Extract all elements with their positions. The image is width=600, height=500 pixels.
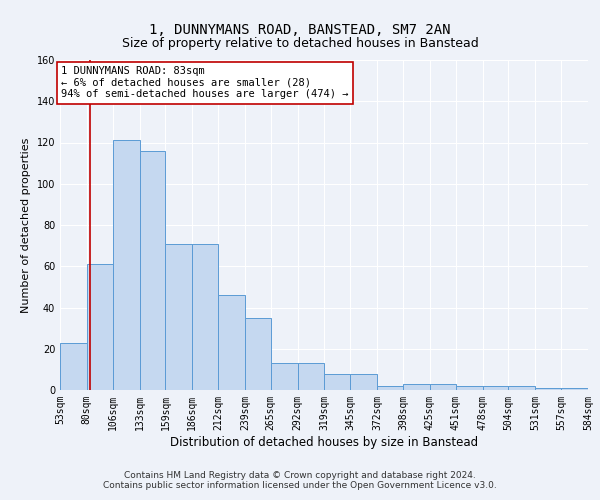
- Bar: [430, 384, 456, 390]
- Text: Contains HM Land Registry data © Crown copyright and database right 2024.
Contai: Contains HM Land Registry data © Crown c…: [103, 470, 497, 490]
- Bar: [166, 244, 192, 390]
- Y-axis label: Number of detached properties: Number of detached properties: [21, 138, 31, 312]
- Bar: [298, 363, 325, 390]
- Bar: [482, 386, 508, 390]
- Bar: [588, 386, 600, 390]
- X-axis label: Distribution of detached houses by size in Banstead: Distribution of detached houses by size …: [170, 436, 478, 448]
- Bar: [456, 386, 482, 390]
- Bar: [113, 140, 140, 390]
- Bar: [245, 318, 271, 390]
- Bar: [325, 374, 350, 390]
- Text: 1, DUNNYMANS ROAD, BANSTEAD, SM7 2AN: 1, DUNNYMANS ROAD, BANSTEAD, SM7 2AN: [149, 22, 451, 36]
- Bar: [60, 342, 87, 390]
- Bar: [508, 386, 535, 390]
- Bar: [350, 374, 377, 390]
- Bar: [218, 295, 245, 390]
- Bar: [535, 388, 561, 390]
- Text: 1 DUNNYMANS ROAD: 83sqm
← 6% of detached houses are smaller (28)
94% of semi-det: 1 DUNNYMANS ROAD: 83sqm ← 6% of detached…: [61, 66, 349, 100]
- Bar: [403, 384, 430, 390]
- Bar: [377, 386, 403, 390]
- Bar: [140, 151, 166, 390]
- Bar: [87, 264, 113, 390]
- Bar: [561, 388, 588, 390]
- Text: Size of property relative to detached houses in Banstead: Size of property relative to detached ho…: [122, 38, 478, 51]
- Bar: [192, 244, 218, 390]
- Bar: [271, 363, 298, 390]
